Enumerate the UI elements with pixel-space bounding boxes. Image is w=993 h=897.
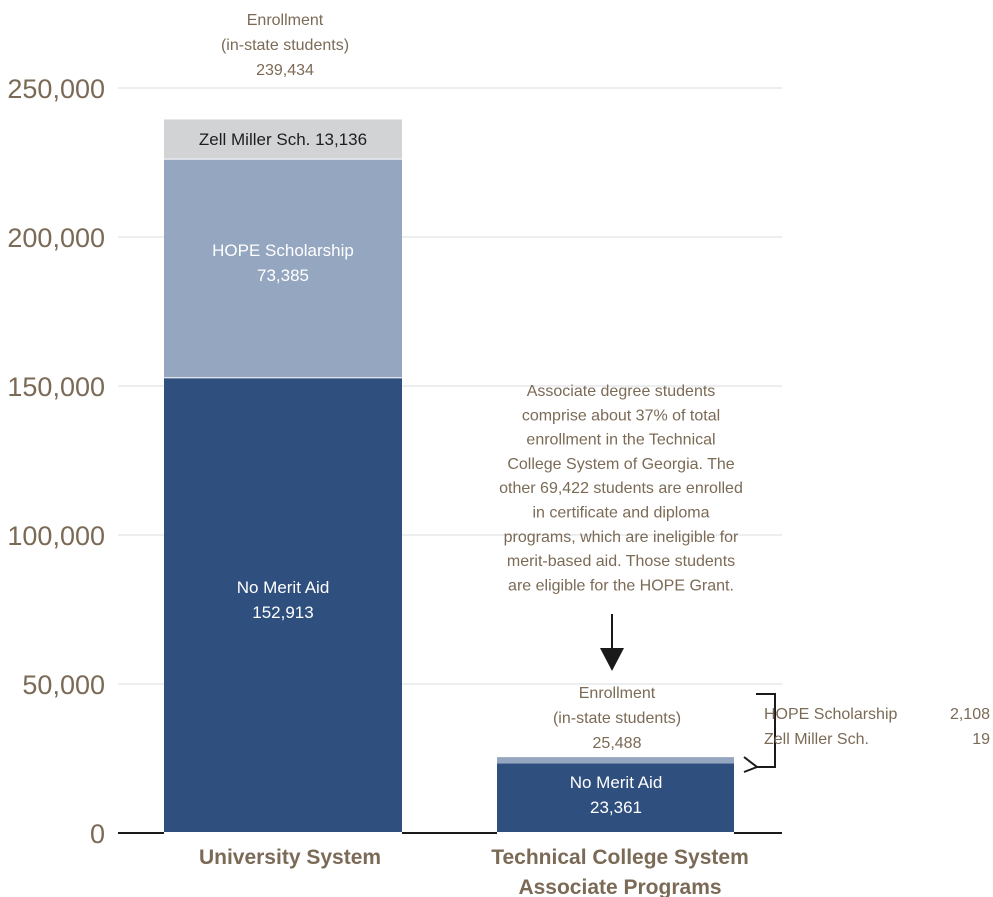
y-tick-label: 50,000: [22, 670, 105, 700]
annotation-line: merit-based aid. Those students: [507, 553, 735, 570]
total-label: Enrollment: [247, 12, 324, 29]
total-label: 25,488: [593, 735, 642, 752]
bar-segment: [164, 119, 402, 159]
side-legend-label: Zell Miller Sch.: [764, 731, 869, 748]
annotation-line: enrollment in the Technical: [526, 432, 715, 449]
segment-label: No Merit Aid: [237, 578, 330, 597]
annotation-line: College System of Georgia. The: [507, 456, 734, 473]
annotation-line: programs, which are ineligible for: [504, 529, 739, 546]
segment-value: 73,385: [257, 266, 309, 285]
bracket-pointer: [743, 756, 760, 773]
y-tick-label: 250,000: [7, 74, 105, 104]
total-label: (in-state students): [553, 710, 681, 727]
segment-value: 23,361: [590, 798, 642, 817]
segment-label: No Merit Aid: [570, 773, 663, 792]
total-label: 239,434: [256, 62, 314, 79]
y-tick-label: 200,000: [7, 223, 105, 253]
side-legend-value: 19: [972, 731, 990, 748]
bracket: [756, 693, 776, 768]
y-tick-label: 100,000: [7, 521, 105, 551]
y-tick-label: 150,000: [7, 372, 105, 402]
annotation-line: comprise about 37% of total: [522, 407, 720, 424]
category-label: University System: [199, 846, 381, 869]
y-tick-label: 0: [90, 819, 105, 849]
category-label: Associate Programs: [518, 876, 721, 897]
total-label: (in-state students): [221, 37, 349, 54]
bar-segment: [164, 377, 402, 833]
segment-value: 152,913: [252, 603, 313, 622]
total-label: Enrollment: [579, 685, 656, 702]
bar-segment: [497, 763, 734, 833]
category-label: Technical College System: [491, 846, 749, 869]
annotation-line: other 69,422 students are enrolled: [499, 480, 743, 497]
side-legend-label: HOPE Scholarship: [764, 706, 897, 723]
annotation-line: Associate degree students: [527, 383, 716, 400]
segment-label: Zell Miller Sch. 13,136: [199, 130, 367, 149]
annotation-line: in certificate and diploma: [533, 505, 710, 522]
segment-label: HOPE Scholarship: [212, 241, 354, 260]
annotation-arrow-head: [600, 648, 624, 671]
bar-segment: [164, 158, 402, 378]
annotation-line: are eligible for the HOPE Grant.: [508, 577, 734, 594]
bar-segment: [497, 757, 734, 764]
side-legend-value: 2,108: [950, 706, 990, 723]
